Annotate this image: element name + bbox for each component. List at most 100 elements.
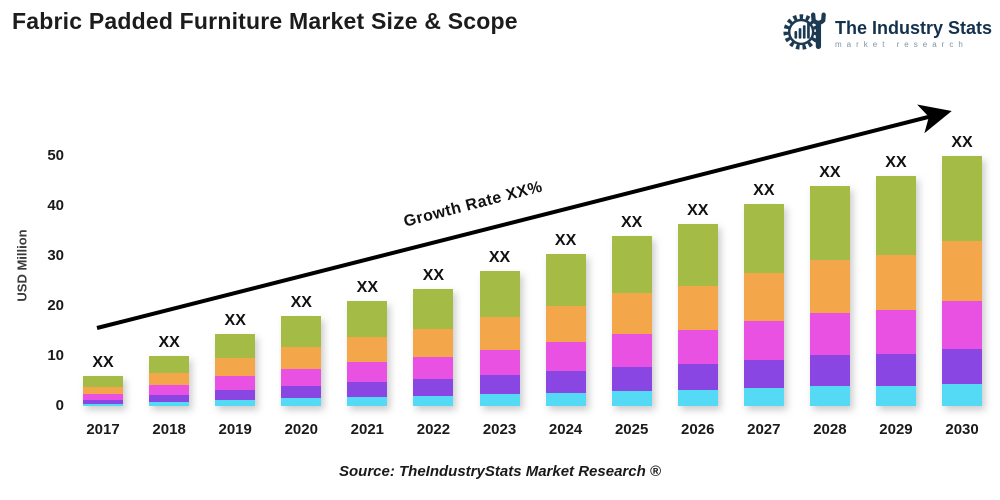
- bar-value-label: XX: [554, 231, 577, 249]
- segment-cyan: [677, 389, 718, 406]
- x-tick-label-2021: 2021: [350, 421, 385, 438]
- segment-purple: [83, 399, 124, 404]
- segment-purple: [149, 394, 190, 402]
- bar-column-2029: XX: [863, 0, 929, 406]
- segment-orange: [875, 255, 916, 310]
- segment-magenta: [545, 342, 586, 371]
- segment-purple: [611, 366, 652, 391]
- segment-magenta: [875, 310, 916, 354]
- segment-cyan: [413, 395, 454, 406]
- bar-value-label: XX: [885, 154, 907, 171]
- x-tick-label-2018: 2018: [152, 421, 186, 438]
- segment-cyan: [809, 386, 850, 406]
- segment-purple: [875, 353, 916, 386]
- stacked-bar-2022: [413, 288, 454, 406]
- segment-magenta: [479, 349, 520, 375]
- segment-cyan: [347, 396, 388, 406]
- segment-green: [215, 333, 256, 358]
- segment-orange: [545, 305, 586, 342]
- x-tick-label-2029: 2029: [879, 421, 913, 438]
- segment-orange: [215, 358, 256, 376]
- segment-green: [479, 271, 520, 317]
- segment-orange: [347, 337, 388, 362]
- y-tick-label: 50: [47, 147, 64, 164]
- stacked-bar-2029: [875, 176, 916, 406]
- x-tick-label-2023: 2023: [482, 421, 517, 438]
- bar-value-label: XX: [356, 279, 379, 296]
- segment-cyan: [215, 399, 256, 406]
- bar-value-label: XX: [951, 134, 973, 151]
- bar-value-label: XX: [819, 164, 841, 181]
- bar-value-label: XX: [620, 214, 643, 231]
- stacked-bar-2021: [347, 301, 388, 406]
- stacked-bar-2019: [215, 333, 256, 406]
- segment-magenta: [611, 334, 652, 367]
- segment-orange: [743, 272, 784, 321]
- segment-cyan: [942, 383, 983, 406]
- segment-magenta: [677, 329, 718, 364]
- segment-orange: [149, 373, 190, 385]
- stacked-bar-2023: [479, 271, 520, 406]
- segment-magenta: [281, 368, 322, 386]
- segment-green: [281, 316, 322, 347]
- segment-cyan: [611, 390, 652, 406]
- bar-value-label: XX: [224, 311, 246, 329]
- brand-tagline: market research: [834, 39, 968, 49]
- bar-value-label: XX: [488, 249, 511, 266]
- segment-orange: [809, 260, 850, 313]
- stacked-bar-2024: [545, 253, 586, 406]
- segment-magenta: [347, 362, 388, 382]
- segment-green: [942, 156, 983, 241]
- brand-name: The Industry Stats: [834, 17, 992, 38]
- x-tick-label-2025: 2025: [614, 421, 649, 438]
- gear-wrench-chart-icon: [782, 8, 828, 59]
- y-tick-label: 0: [55, 397, 64, 414]
- bar-column-2027: XX: [731, 0, 797, 406]
- segment-magenta: [83, 394, 124, 400]
- x-tick-label-2026: 2026: [681, 421, 715, 438]
- y-tick-label: 30: [47, 247, 64, 264]
- bar-value-label: XX: [687, 201, 709, 219]
- y-tick-label: 10: [47, 347, 64, 364]
- segment-green: [83, 376, 124, 387]
- segment-magenta: [743, 321, 784, 360]
- segment-cyan: [149, 401, 190, 406]
- bar-column-2017: XX: [70, 0, 136, 406]
- stacked-bar-2018: [149, 356, 190, 406]
- segment-purple: [347, 382, 388, 397]
- stacked-bar-2020: [281, 316, 322, 406]
- x-tick-label-2019: 2019: [218, 421, 252, 438]
- bar-column-2025: XX: [599, 0, 665, 406]
- segment-green: [149, 356, 190, 373]
- bar-column-2018: XX: [136, 0, 202, 406]
- segment-purple: [809, 355, 850, 386]
- segment-green: [809, 186, 850, 260]
- bar-value-label: XX: [422, 266, 445, 284]
- segment-purple: [215, 389, 256, 400]
- bar-value-label: XX: [158, 334, 180, 351]
- stacked-bar-2025: [611, 236, 652, 406]
- segment-purple: [545, 371, 586, 393]
- segment-green: [677, 223, 718, 286]
- y-tick-label: 40: [47, 197, 64, 214]
- bar-column-2030: XX: [929, 0, 995, 406]
- brand-logo-text: The Industry Stats market research: [835, 19, 992, 49]
- segment-purple: [942, 348, 983, 384]
- segment-purple: [413, 379, 454, 396]
- stacked-bar-2027: [743, 203, 784, 406]
- segment-orange: [281, 347, 322, 369]
- source-attribution: Source: TheIndustryStats Market Research…: [339, 463, 661, 480]
- segment-orange: [677, 285, 718, 330]
- bar-column-2021: XX: [334, 0, 400, 406]
- page-title: Fabric Padded Furniture Market Size & Sc…: [12, 8, 518, 34]
- segment-cyan: [545, 392, 586, 406]
- segment-green: [743, 203, 784, 273]
- bar-column-2019: XX: [202, 0, 268, 406]
- x-tick-label-2027: 2027: [747, 421, 781, 438]
- segment-magenta: [809, 313, 850, 355]
- x-axis-labels: 2017 2018 2019 2020 2021 2022 2023 2024 2025 2026…: [70, 421, 995, 438]
- segment-green: [875, 176, 916, 255]
- bar-value-label: XX: [92, 354, 114, 371]
- segment-green: [545, 253, 586, 306]
- segment-magenta: [413, 356, 454, 379]
